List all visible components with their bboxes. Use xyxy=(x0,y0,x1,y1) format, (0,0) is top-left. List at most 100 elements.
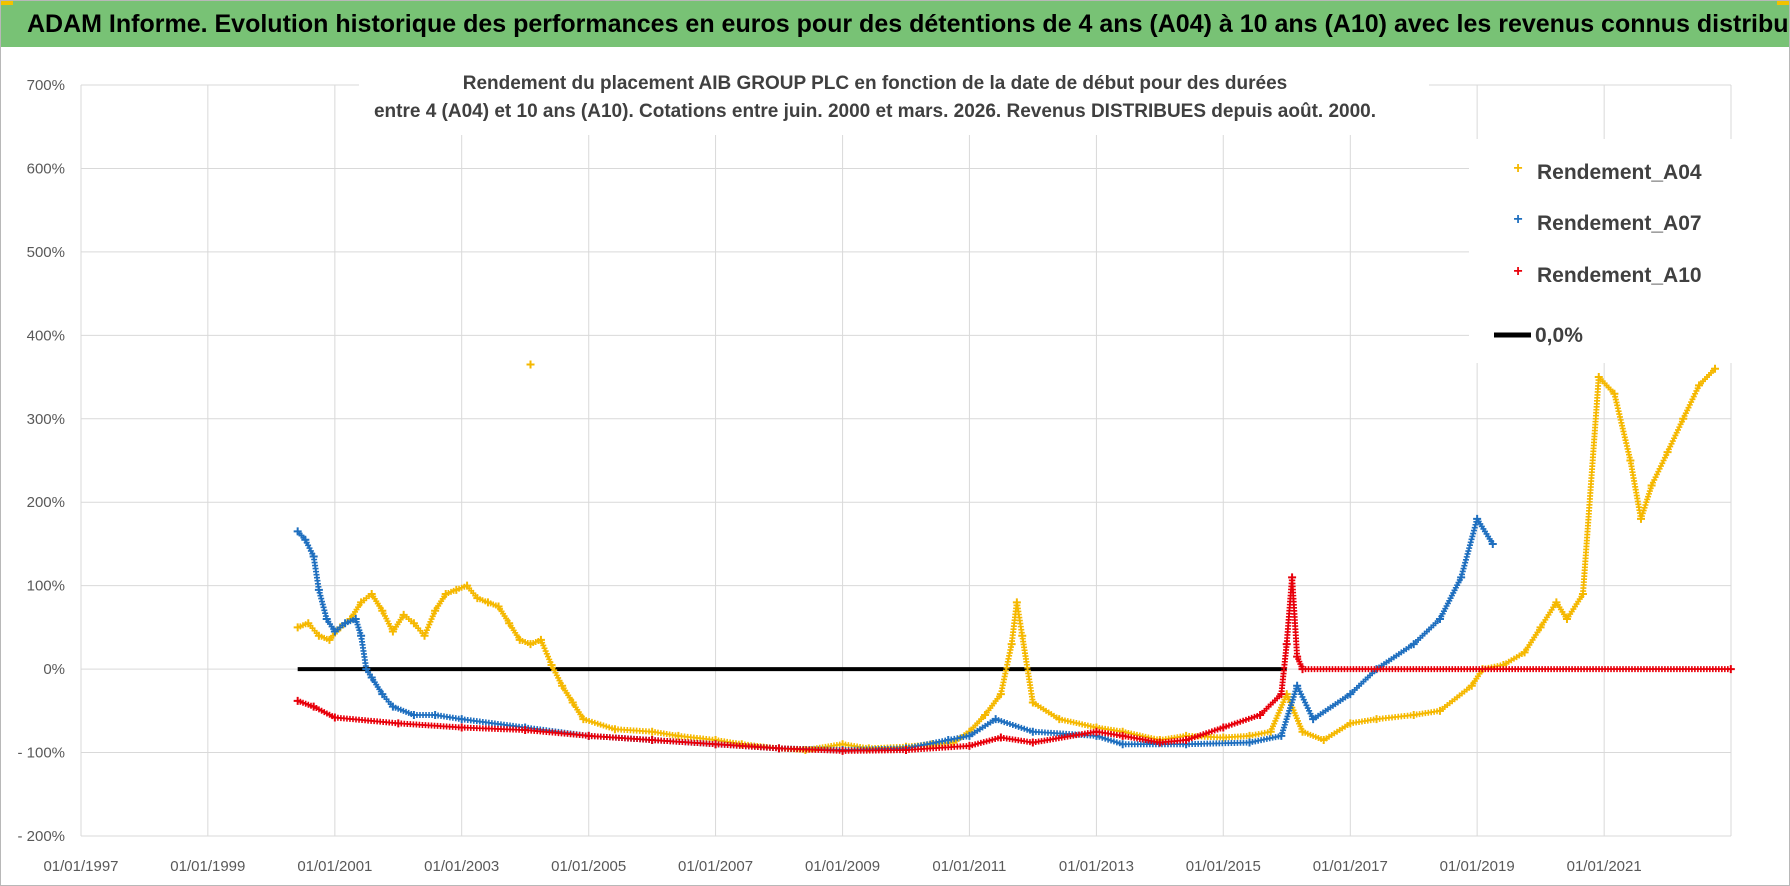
point-rendement-a10 xyxy=(1191,734,1198,741)
point-rendement-a04 xyxy=(1090,723,1097,730)
point-rendement-a04 xyxy=(535,637,542,644)
point-rendement-a04 xyxy=(408,618,415,625)
point-rendement-a07 xyxy=(995,717,1002,724)
point-rendement-a07 xyxy=(387,701,394,708)
x-tick-label: 01/01/1997 xyxy=(43,858,118,875)
point-rendement-a04 xyxy=(323,635,330,642)
point-rendement-a04 xyxy=(606,724,613,731)
point-rendement-a10 xyxy=(1240,717,1247,724)
point-rendement-a10 xyxy=(1200,731,1207,738)
point-rendement-a07 xyxy=(1460,565,1467,572)
point-rendement-a07 xyxy=(339,622,346,629)
point-rendement-a04 xyxy=(1053,714,1060,721)
point-rendement-a04 xyxy=(1407,712,1414,719)
point-rendement-a10 xyxy=(1724,666,1731,673)
point-rendement-a10 xyxy=(519,726,526,733)
y-axis-labels: 700% 600% 500% 400% 300% 200% 100% 0% - 100% - 20… xyxy=(17,77,65,845)
point-rendement-a10 xyxy=(1276,693,1283,700)
point-rendement-a04 xyxy=(557,680,564,687)
chart-marks xyxy=(293,360,1735,755)
y-tick-label: 400% xyxy=(27,327,65,344)
point-rendement-a07 xyxy=(362,663,369,670)
point-rendement-a10 xyxy=(1234,719,1241,726)
point-rendement-a10 xyxy=(1185,736,1192,743)
point-rendement-a10 xyxy=(1293,650,1300,657)
x-tick-label: 01/01/2009 xyxy=(805,858,880,875)
point-rendement-a04 xyxy=(302,621,309,628)
point-rendement-a04 xyxy=(568,697,575,704)
point-rendement-a07 xyxy=(963,733,970,740)
point-rendement-a04 xyxy=(578,713,585,720)
point-rendement-a04 xyxy=(1008,644,1015,651)
x-tick-label: 01/01/2007 xyxy=(678,858,753,875)
point-rendement-a10 xyxy=(1245,715,1252,722)
point-rendement-a04 xyxy=(1663,451,1670,458)
point-rendement-a07 xyxy=(1344,692,1351,699)
point-rendement-a04 xyxy=(600,722,607,729)
point-rendement-a07 xyxy=(309,550,316,557)
point-rendement-a10 xyxy=(646,736,653,743)
scatter-chart: 700% 600% 500% 400% 300% 200% 100% 0% - 100% - 20… xyxy=(17,61,1769,875)
point-rendement-a04 xyxy=(1710,367,1717,374)
point-rendement-a04 xyxy=(1264,729,1271,736)
point-rendement-a10 xyxy=(1254,712,1261,719)
point-rendement-a04 xyxy=(492,602,499,609)
point-rendement-a04 xyxy=(1466,684,1473,691)
point-rendement-a04 xyxy=(1243,733,1250,740)
point-rendement-a10 xyxy=(1211,727,1218,734)
point-rendement-a10 xyxy=(1298,663,1305,670)
point-rendement-a07 xyxy=(990,717,997,724)
point-rendement-a10 xyxy=(1283,644,1290,651)
point-rendement-a10 xyxy=(1194,733,1201,740)
point-rendement-a04 xyxy=(646,728,653,735)
point-rendement-a04 xyxy=(980,714,987,721)
point-rendement-a07 xyxy=(377,688,384,695)
point-rendement-a07 xyxy=(1113,739,1120,746)
x-tick-label: 01/01/2015 xyxy=(1186,858,1261,875)
point-rendement-a04 xyxy=(1609,388,1616,395)
point-rendement-a10 xyxy=(1225,722,1232,729)
x-tick-label: 01/01/2013 xyxy=(1059,858,1134,875)
outlier-point xyxy=(526,360,535,369)
point-rendement-a07 xyxy=(1462,559,1469,566)
chart-title-line-2: entre 4 (A04) et 10 ans (A10). Cotations… xyxy=(374,101,1376,122)
point-rendement-a10 xyxy=(1205,729,1212,736)
point-rendement-a07 xyxy=(1102,735,1109,742)
point-rendement-a07 xyxy=(357,629,364,636)
point-rendement-a10 xyxy=(1197,732,1204,739)
point-rendement-a10 xyxy=(1180,737,1187,744)
point-rendement-a04 xyxy=(594,720,601,727)
y-tick-label: 300% xyxy=(27,411,65,428)
point-rendement-a10 xyxy=(772,745,779,752)
x-tick-label: 01/01/2017 xyxy=(1313,858,1388,875)
point-rendement-a10 xyxy=(709,741,716,748)
x-tick-label: 01/01/2021 xyxy=(1567,858,1642,875)
point-rendement-a07 xyxy=(429,712,436,719)
y-tick-label: 500% xyxy=(27,244,65,261)
series-rendement-a04 xyxy=(293,364,1720,755)
point-rendement-a07 xyxy=(1488,538,1495,545)
point-rendement-a07 xyxy=(1116,740,1123,747)
point-rendement-a07 xyxy=(1434,618,1441,625)
point-rendement-a10 xyxy=(836,747,843,754)
corner-mark-right xyxy=(1777,1,1789,5)
point-rendement-a04 xyxy=(441,593,448,600)
point-rendement-a07 xyxy=(1456,576,1463,583)
chart-grid xyxy=(80,84,1732,837)
point-rendement-a04 xyxy=(377,605,384,612)
point-rendement-a07 xyxy=(1308,713,1315,720)
point-rendement-a10 xyxy=(1208,728,1215,735)
point-rendement-a07 xyxy=(1018,724,1025,731)
point-rendement-a07 xyxy=(1470,527,1477,534)
legend-label-a07: Rendement_A07 xyxy=(1537,212,1702,235)
legend: + Rendement_A04 + Rendement_A07 + Rendem… xyxy=(1469,139,1769,363)
legend-label-a10: Rendement_A10 xyxy=(1537,264,1702,287)
point-rendement-a04 xyxy=(482,598,489,605)
point-rendement-a04 xyxy=(313,630,320,637)
point-rendement-a04 xyxy=(1535,626,1542,633)
point-rendement-a04 xyxy=(1578,593,1585,600)
point-rendement-a04 xyxy=(603,723,610,730)
point-rendement-a04 xyxy=(504,617,511,624)
point-rendement-a07 xyxy=(1408,642,1415,649)
y-tick-label: 600% xyxy=(27,160,65,177)
